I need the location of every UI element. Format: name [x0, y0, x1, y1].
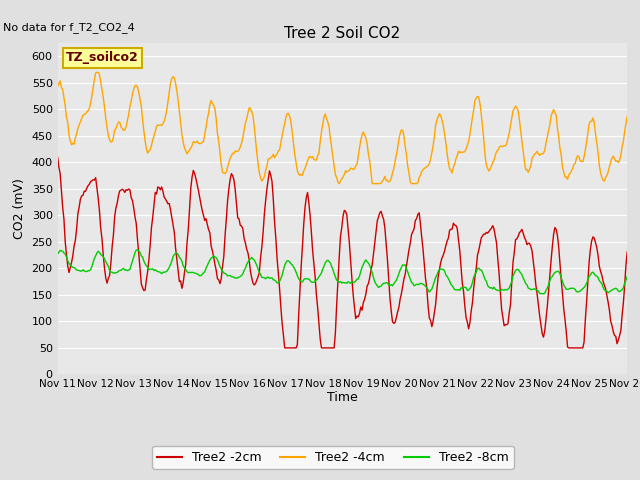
Legend: Tree2 -2cm, Tree2 -4cm, Tree2 -8cm: Tree2 -2cm, Tree2 -4cm, Tree2 -8cm — [152, 446, 513, 469]
Title: Tree 2 Soil CO2: Tree 2 Soil CO2 — [284, 25, 401, 41]
X-axis label: Time: Time — [327, 391, 358, 404]
Text: No data for f_T2_CO2_4: No data for f_T2_CO2_4 — [3, 22, 135, 33]
Y-axis label: CO2 (mV): CO2 (mV) — [13, 179, 26, 239]
Text: TZ_soilco2: TZ_soilco2 — [66, 51, 139, 64]
